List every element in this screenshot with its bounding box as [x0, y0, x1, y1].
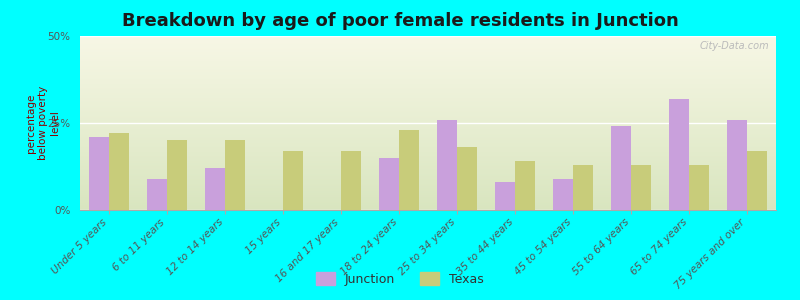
Bar — [553, 179, 573, 210]
Y-axis label: percentage
below poverty
level: percentage below poverty level — [26, 86, 59, 160]
Text: City-Data.com: City-Data.com — [699, 41, 769, 51]
Bar — [167, 140, 187, 210]
Bar — [631, 165, 651, 210]
Bar — [109, 134, 130, 210]
Bar — [689, 165, 710, 210]
Bar — [146, 179, 167, 210]
Bar — [515, 161, 535, 210]
Bar — [573, 165, 594, 210]
Bar — [726, 119, 747, 210]
Bar — [378, 158, 399, 210]
Bar — [747, 151, 767, 210]
Bar — [399, 130, 419, 210]
Text: Breakdown by age of poor female residents in Junction: Breakdown by age of poor female resident… — [122, 12, 678, 30]
Bar — [494, 182, 515, 210]
Bar — [669, 99, 689, 210]
Legend: Junction, Texas: Junction, Texas — [311, 267, 489, 291]
Bar — [610, 127, 631, 210]
Bar — [225, 140, 246, 210]
Bar — [283, 151, 303, 210]
Bar — [341, 151, 362, 210]
Bar — [437, 119, 457, 210]
Bar — [89, 137, 109, 210]
Bar — [205, 168, 225, 210]
Bar — [457, 147, 478, 210]
